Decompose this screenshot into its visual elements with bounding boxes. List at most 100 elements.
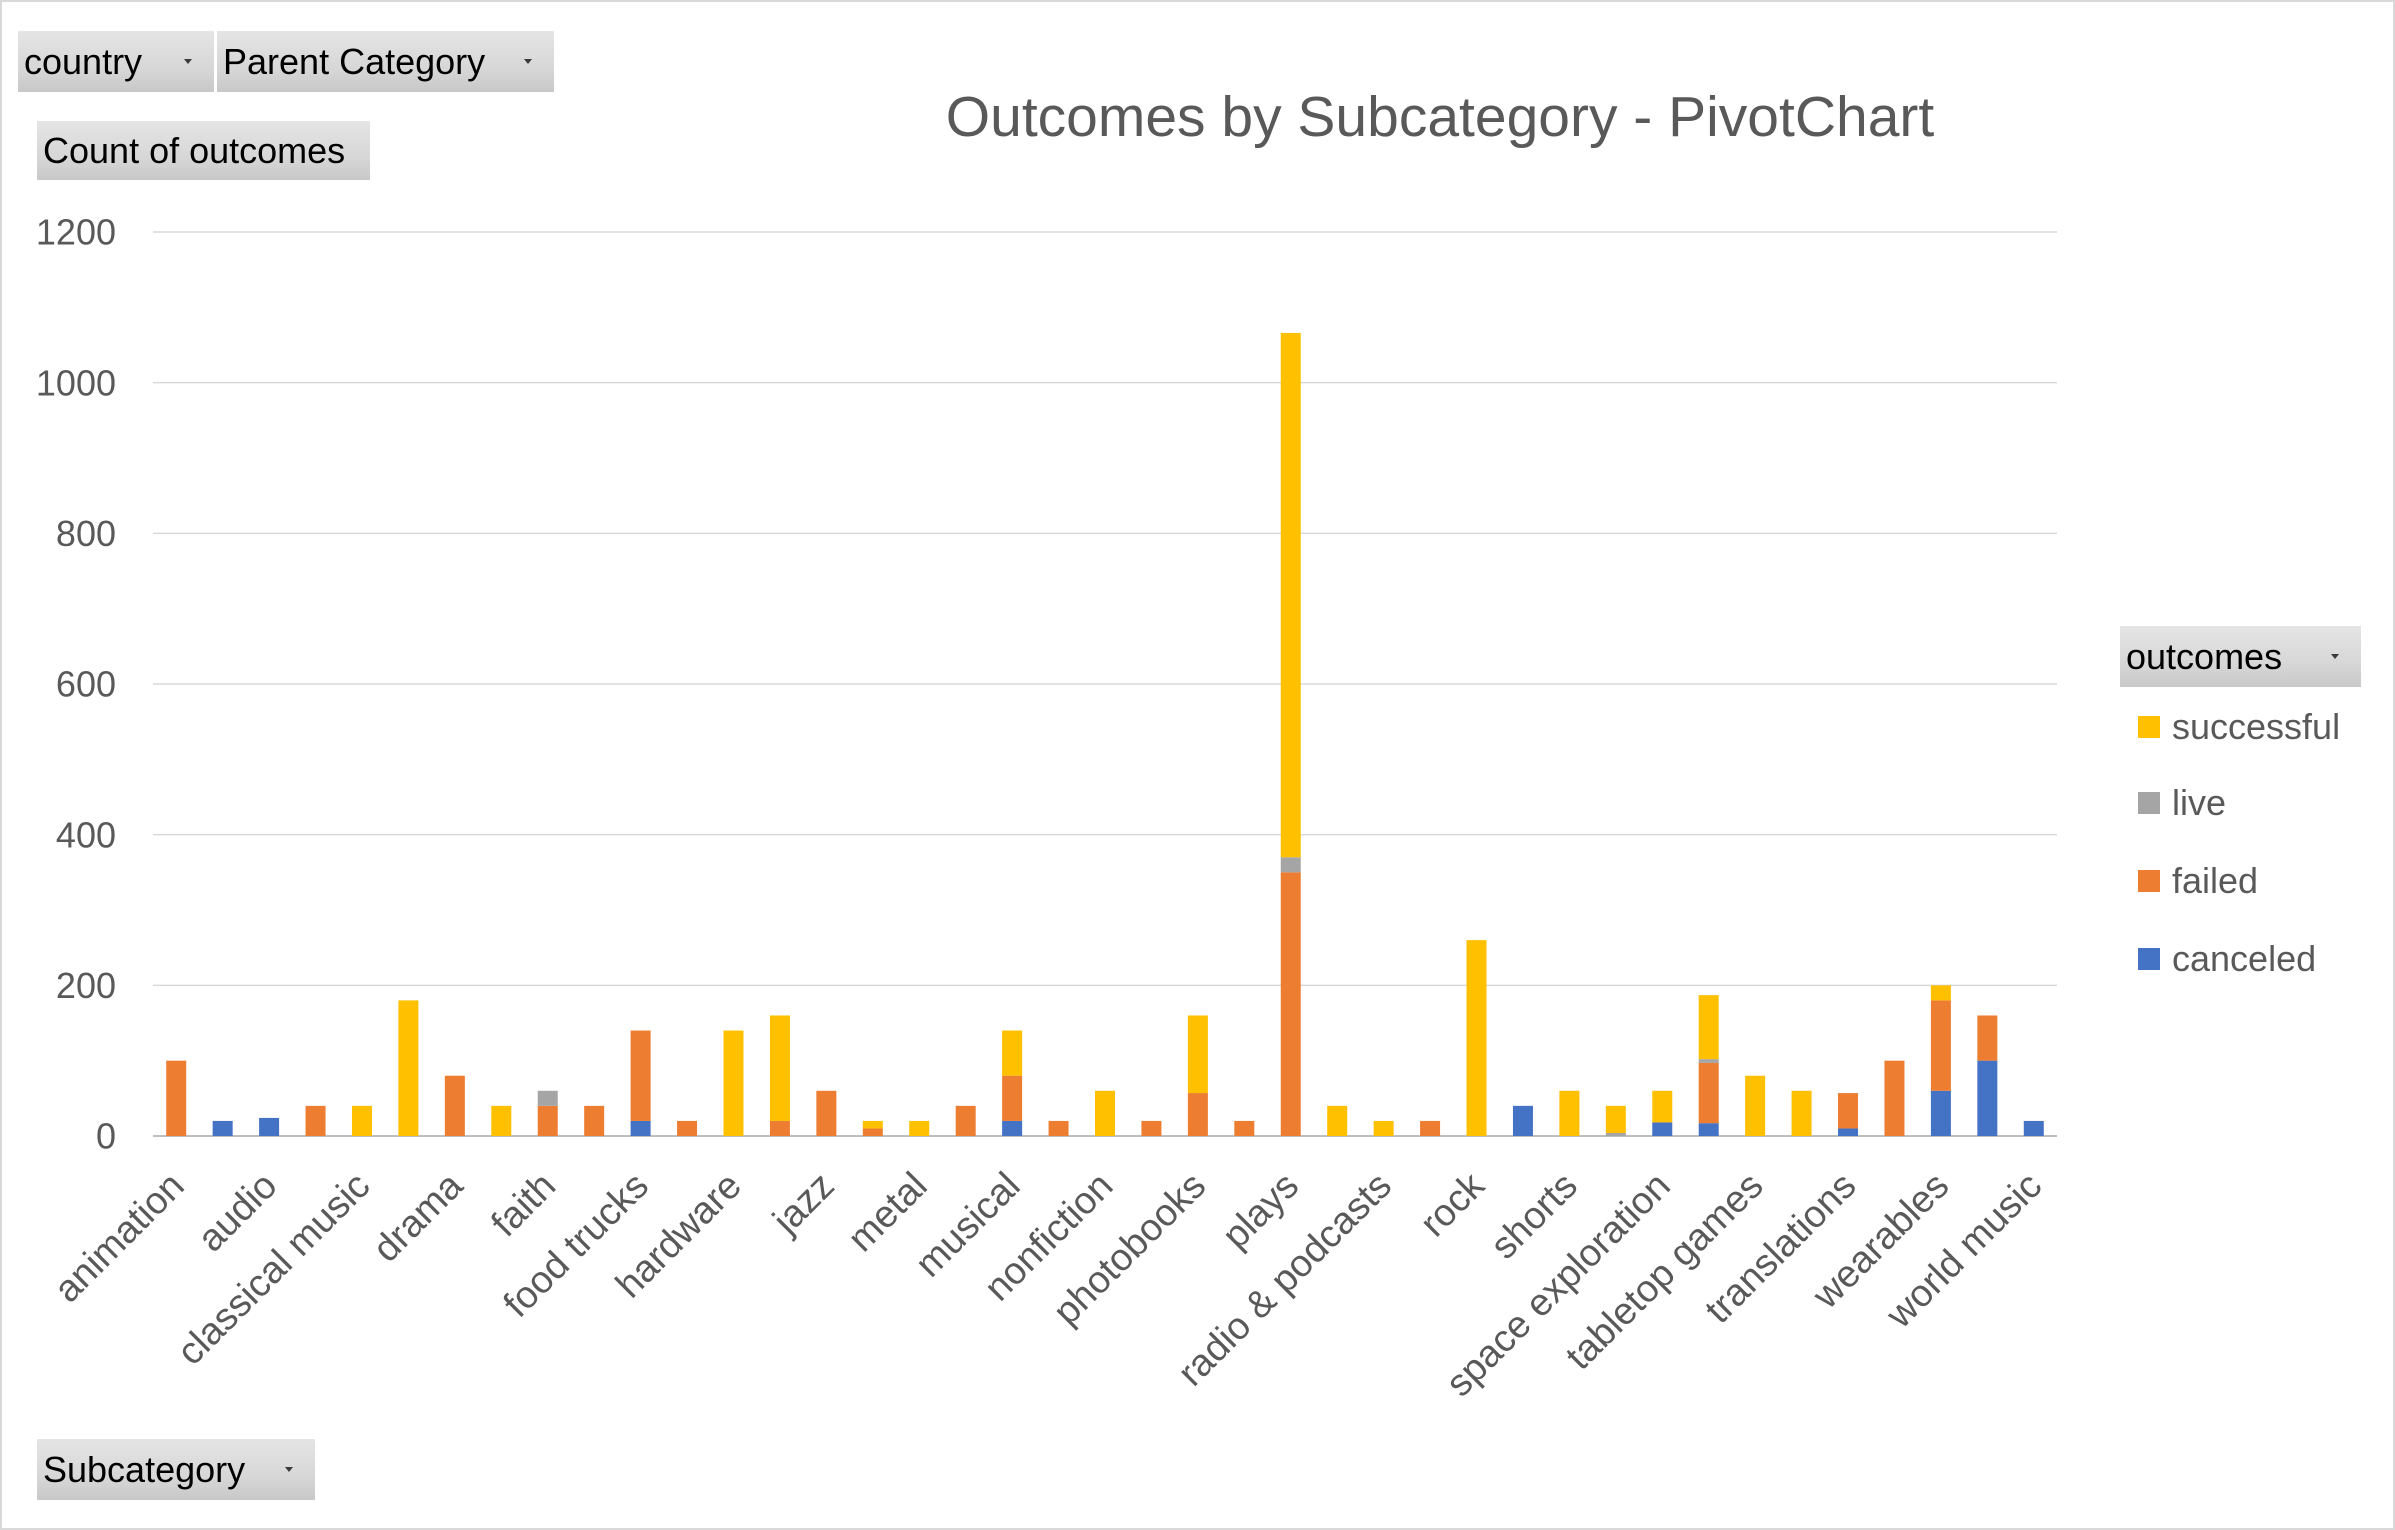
bar-failed-wearables[interactable]	[1930, 1000, 1951, 1091]
bar-successful-category-33[interactable]	[1698, 995, 1719, 1060]
bar-stack-metal[interactable]	[909, 1120, 930, 1136]
bar-stack-world-music[interactable]	[2023, 1120, 2044, 1136]
bar-live-faith[interactable]	[537, 1090, 558, 1106]
bar-failed-translations[interactable]	[1838, 1093, 1859, 1129]
bar-canceled-translations[interactable]	[1838, 1128, 1859, 1136]
bar-stack-category-27[interactable]	[1420, 1120, 1441, 1136]
bar-live-plays[interactable]	[1280, 857, 1301, 873]
bar-canceled-category-1[interactable]	[212, 1120, 233, 1136]
bar-failed-category-19[interactable]	[1048, 1120, 1069, 1136]
bar-stack-category-19[interactable]	[1048, 1120, 1069, 1136]
dropdown-arrow-icon[interactable]	[184, 59, 192, 64]
axis-field-button-subcategory[interactable]: Subcategory	[37, 1439, 315, 1500]
bar-live-category-31[interactable]	[1605, 1132, 1626, 1136]
bar-failed-category-13[interactable]	[769, 1120, 790, 1136]
bar-canceled-world-music[interactable]	[2023, 1120, 2044, 1136]
bar-stack-food-trucks[interactable]	[630, 1030, 651, 1136]
bar-failed-musical[interactable]	[1002, 1075, 1023, 1121]
bar-successful-nonfiction[interactable]	[1095, 1090, 1115, 1136]
bar-failed-animation[interactable]	[166, 1060, 187, 1136]
bar-stack-category-17[interactable]	[955, 1105, 976, 1136]
bar-successful-rock[interactable]	[1466, 940, 1487, 1136]
bar-failed-category-21[interactable]	[1141, 1120, 1162, 1136]
bar-stack-hardware[interactable]	[723, 1030, 744, 1136]
bar-stack-wearables[interactable]	[1930, 985, 1951, 1136]
bar-successful-category-7[interactable]	[491, 1105, 512, 1136]
bar-stack-category-9[interactable]	[584, 1105, 605, 1136]
bar-stack-animation[interactable]	[166, 1060, 187, 1136]
bar-stack-classical-music[interactable]	[351, 1105, 372, 1136]
bar-live-category-33[interactable]	[1698, 1059, 1719, 1063]
bar-canceled-category-39[interactable]	[1977, 1060, 1998, 1136]
bar-successful-category-15[interactable]	[862, 1120, 883, 1129]
bar-failed-plays[interactable]	[1280, 872, 1301, 1136]
bar-stack-plays[interactable]	[1280, 332, 1301, 1136]
bar-stack-translations[interactable]	[1838, 1093, 1859, 1136]
dropdown-arrow-icon[interactable]	[524, 59, 532, 64]
bar-stack-nonfiction[interactable]	[1095, 1090, 1115, 1136]
bar-stack-category-31[interactable]	[1605, 1105, 1626, 1136]
bar-successful-hardware[interactable]	[723, 1030, 744, 1136]
bar-failed-drama[interactable]	[444, 1075, 465, 1136]
bar-canceled-food-trucks[interactable]	[630, 1120, 651, 1136]
bar-successful-radio-podcasts[interactable]	[1373, 1120, 1394, 1136]
bar-stack-category-23[interactable]	[1234, 1120, 1255, 1136]
bar-successful-wearables[interactable]	[1930, 985, 1951, 1001]
bar-canceled-category-29[interactable]	[1512, 1105, 1533, 1136]
bar-failed-category-39[interactable]	[1977, 1015, 1998, 1061]
bar-stack-category-33[interactable]	[1698, 995, 1719, 1136]
bar-stack-category-39[interactable]	[1977, 1015, 1998, 1136]
bar-stack-drama[interactable]	[444, 1075, 465, 1136]
bar-successful-category-31[interactable]	[1605, 1105, 1626, 1133]
bar-successful-photobooks[interactable]	[1187, 1015, 1208, 1094]
bar-canceled-space-exploration[interactable]	[1652, 1122, 1673, 1136]
bar-successful-category-35[interactable]	[1791, 1090, 1812, 1136]
bar-stack-photobooks[interactable]	[1187, 1015, 1208, 1136]
bar-failed-category-9[interactable]	[584, 1105, 605, 1136]
bar-stack-category-1[interactable]	[212, 1120, 233, 1136]
bar-failed-category-23[interactable]	[1234, 1120, 1255, 1136]
bar-failed-photobooks[interactable]	[1187, 1093, 1208, 1136]
bar-failed-category-17[interactable]	[955, 1105, 976, 1136]
bar-failed-category-33[interactable]	[1698, 1062, 1719, 1124]
bar-failed-food-trucks[interactable]	[630, 1030, 651, 1121]
bar-stack-audio[interactable]	[259, 1117, 280, 1136]
bar-stack-tabletop-games[interactable]	[1745, 1075, 1766, 1136]
bar-stack-category-25[interactable]	[1327, 1105, 1348, 1136]
bar-successful-musical[interactable]	[1002, 1030, 1023, 1076]
legend-item-successful[interactable]: successful	[2138, 705, 2368, 749]
bar-stack-category-21[interactable]	[1141, 1120, 1162, 1136]
bar-stack-jazz[interactable]	[816, 1090, 837, 1136]
values-field-button[interactable]: Count of outcomes	[37, 121, 370, 180]
bar-stack-category-3[interactable]	[305, 1105, 326, 1136]
bar-successful-category-5[interactable]	[398, 1000, 419, 1136]
bar-stack-rock[interactable]	[1466, 940, 1487, 1136]
bar-stack-category-37[interactable]	[1884, 1060, 1905, 1136]
bar-successful-shorts[interactable]	[1559, 1090, 1580, 1136]
bar-failed-category-11[interactable]	[677, 1120, 698, 1136]
bar-stack-faith[interactable]	[537, 1090, 558, 1136]
dropdown-arrow-icon[interactable]	[2331, 654, 2339, 659]
bar-successful-category-13[interactable]	[769, 1015, 790, 1121]
bar-stack-musical[interactable]	[1002, 1030, 1023, 1136]
bar-stack-radio-podcasts[interactable]	[1373, 1120, 1394, 1136]
bar-stack-category-15[interactable]	[862, 1120, 883, 1136]
bar-canceled-category-33[interactable]	[1698, 1123, 1719, 1136]
filter-button-parent-category[interactable]: Parent Category	[217, 31, 554, 92]
bar-stack-shorts[interactable]	[1559, 1090, 1580, 1136]
legend-field-button-outcomes[interactable]: outcomes	[2120, 626, 2361, 687]
bar-failed-faith[interactable]	[537, 1105, 558, 1136]
bar-failed-category-15[interactable]	[862, 1128, 883, 1136]
bar-failed-category-37[interactable]	[1884, 1060, 1905, 1136]
bar-stack-category-13[interactable]	[769, 1015, 790, 1136]
bar-successful-tabletop-games[interactable]	[1745, 1075, 1766, 1136]
bar-failed-category-3[interactable]	[305, 1105, 326, 1136]
bar-stack-category-29[interactable]	[1512, 1105, 1533, 1136]
bar-successful-plays[interactable]	[1280, 332, 1301, 858]
bar-stack-category-7[interactable]	[491, 1105, 512, 1136]
filter-button-country[interactable]: country	[18, 31, 214, 92]
bar-successful-classical-music[interactable]	[351, 1105, 372, 1136]
dropdown-arrow-icon[interactable]	[285, 1467, 293, 1472]
bar-successful-metal[interactable]	[909, 1120, 930, 1136]
bar-canceled-audio[interactable]	[259, 1117, 280, 1136]
